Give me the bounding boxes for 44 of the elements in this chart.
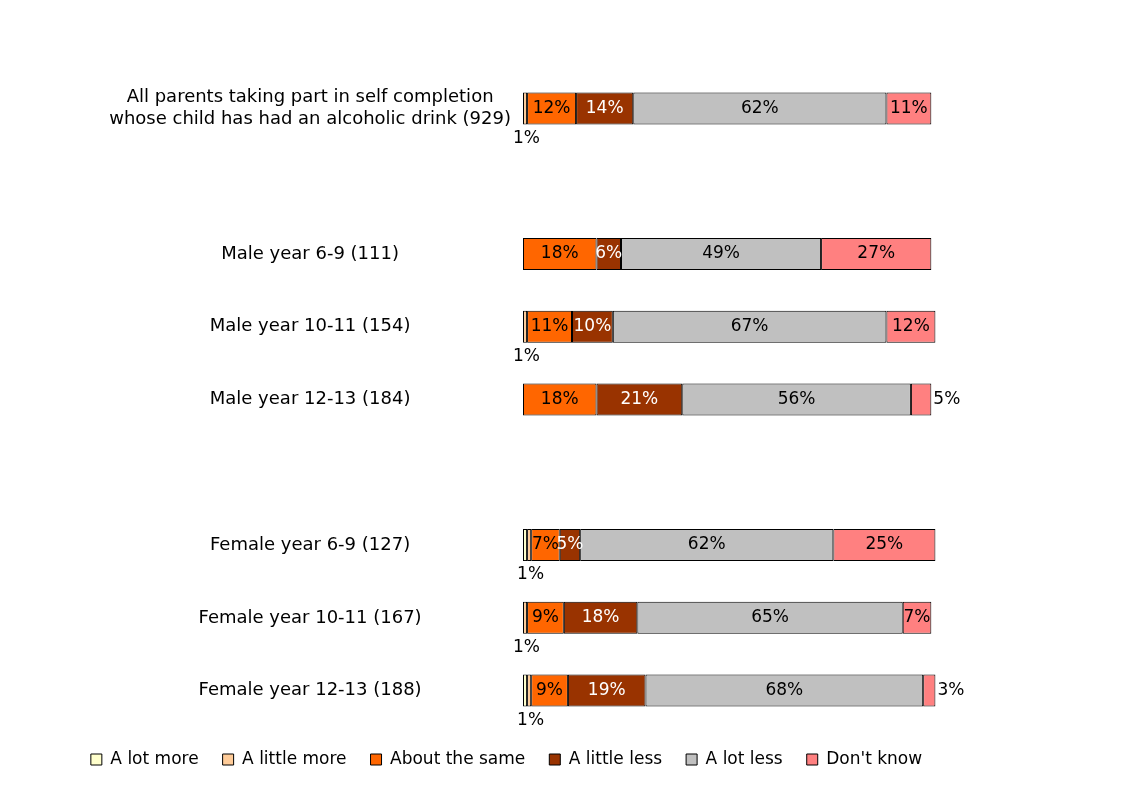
data-label: 3% [937,679,965,700]
data-label: 62% [687,533,726,554]
data-label: 67% [730,315,769,336]
y-tick-label: All parents taking part in self completion whose child has had an alcoholic drink (929) [109,85,511,128]
data-label: 1% [517,709,545,730]
data-label: 18% [581,606,620,627]
data-label: 21% [620,387,659,408]
y-tick-label: Male year 6-9 (111) [221,241,399,263]
data-label: 5% [933,387,961,408]
data-label: 62% [740,96,779,117]
data-label: 49% [702,242,740,263]
data-label: 7% [903,606,931,627]
data-label: 18% [540,242,579,263]
y-tick-label: Female year 10-11 (167) [198,605,422,627]
data-label: 1% [513,126,540,147]
data-label: 9% [536,679,564,700]
data-label: 12% [892,315,930,336]
data-label: 7% [531,533,559,554]
data-label: 19% [587,679,626,700]
legend-label: A lot more [110,747,199,768]
data-label: 1% [513,345,540,366]
data-label: 1% [513,636,540,657]
data-label: 11% [889,96,928,117]
data-label: 1% [517,563,545,584]
legend-label: A little less [568,747,663,768]
legend-label: About the same [390,747,526,768]
data-label: 65% [751,606,789,627]
y-tick-label: Female year 12-13 (188) [198,678,422,700]
y-tick-label: Female year 6-9 (127) [209,532,411,554]
y-tick-label: Male year 12-13 (184) [209,387,411,409]
data-label: 25% [865,533,904,554]
data-label: 18% [540,387,579,408]
data-label: 56% [777,387,816,408]
y-tick-label: Male year 10-11 (154) [209,314,411,336]
data-label: 10% [573,315,612,336]
legend-label: Don't know [826,747,923,768]
legend-label: A little more [242,747,347,768]
legend-label: A lot less [705,747,783,768]
data-label: 11% [530,315,569,336]
data-label: 14% [585,96,624,117]
data-label: 12% [532,96,571,117]
data-label: 9% [531,606,559,627]
data-label: 68% [765,679,804,700]
data-label: 27% [857,242,896,263]
